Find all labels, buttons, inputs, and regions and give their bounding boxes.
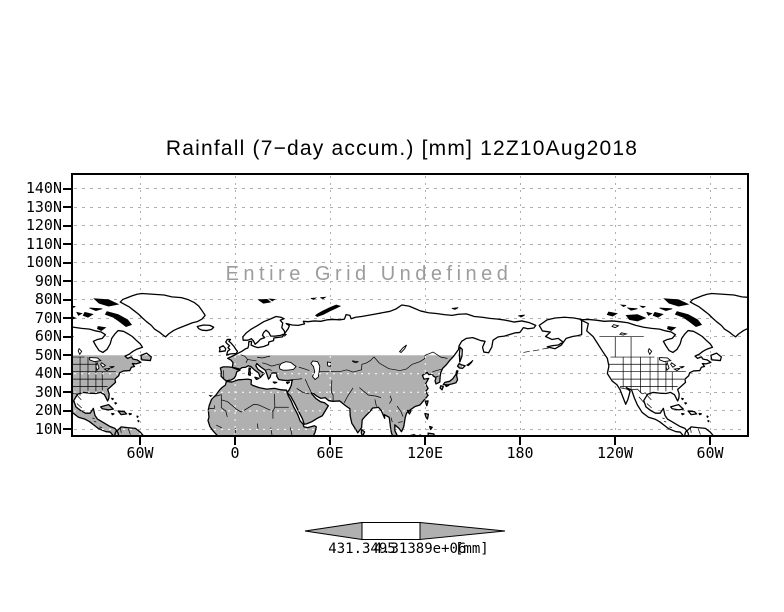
colorbar-units: [mm] — [455, 541, 489, 557]
lon-tick — [234, 437, 236, 445]
lat-tick-label: 40N — [34, 364, 62, 383]
lon-tick-label: 120E — [406, 444, 444, 462]
colorbar-right-arrow — [419, 521, 506, 541]
colorbar-left-value: 431.3495 — [328, 541, 396, 557]
lon-tick — [139, 437, 141, 445]
lon-tick — [329, 437, 331, 445]
lat-tick-label: 130N — [25, 197, 62, 216]
colorbar-box — [361, 522, 421, 540]
lon-tick-label: 60W — [696, 444, 724, 462]
lat-tick — [63, 317, 72, 320]
lat-gridline — [74, 299, 746, 301]
lon-tick — [614, 437, 616, 445]
lat-gridline — [74, 206, 746, 208]
lat-tick — [63, 261, 72, 264]
lat-gridline — [74, 225, 746, 227]
lat-tick — [63, 409, 72, 412]
lon-gridline — [234, 176, 236, 435]
lon-tick-label: 60E — [316, 444, 344, 462]
plot-title: Rainfall (7−day accum.) [mm] 12Z10Aug201… — [165, 137, 639, 160]
lat-tick-label: 70N — [34, 308, 62, 327]
lat-tick — [63, 372, 72, 375]
lon-gridline — [329, 176, 331, 435]
lat-tick-label: 50N — [34, 345, 62, 364]
undefined-grid-message: Entire Grid Undefined — [225, 263, 513, 285]
lon-tick-label: 0 — [230, 444, 240, 462]
lon-tick — [424, 437, 426, 445]
lat-tick — [63, 243, 72, 246]
colorbar — [304, 521, 506, 541]
lat-tick — [63, 206, 72, 209]
lon-tick — [709, 437, 711, 445]
lat-gridline — [74, 188, 746, 189]
lat-tick-label: 100N — [25, 253, 62, 272]
lat-tick — [63, 428, 72, 431]
colorbar-right-value: 4.31389e+06 — [373, 541, 467, 557]
lon-tick-label: 180 — [506, 444, 534, 462]
lat-tick-label: 120N — [25, 216, 62, 235]
lon-tick-label: 120W — [596, 444, 634, 462]
lat-tick — [63, 354, 72, 357]
lon-gridline — [519, 176, 521, 435]
lat-gridline — [74, 428, 746, 430]
lat-tick — [63, 280, 72, 283]
lat-tick — [63, 391, 72, 394]
lon-gridline — [424, 176, 426, 435]
lat-tick-label: 80N — [34, 290, 62, 309]
lat-tick-label: 60N — [34, 327, 62, 346]
world-map — [72, 292, 748, 437]
lat-gridline — [74, 280, 746, 282]
lat-tick-label: 20N — [34, 401, 62, 420]
lat-tick-label: 30N — [34, 382, 62, 401]
lat-tick-label: 90N — [34, 271, 62, 290]
colorbar-left-arrow — [304, 521, 363, 541]
lon-tick-label: 60W — [126, 444, 154, 462]
lat-tick-label: 10N — [34, 419, 62, 438]
lat-tick — [63, 224, 72, 227]
lat-tick-label: 140N — [25, 179, 62, 197]
lat-tick — [63, 187, 72, 190]
lon-gridline — [614, 176, 616, 435]
lat-tick — [63, 298, 72, 301]
lon-tick — [519, 437, 521, 445]
lat-gridline — [74, 243, 746, 245]
lat-tick-label: 110N — [25, 234, 62, 253]
lat-gridline — [74, 262, 746, 264]
lat-tick — [63, 335, 72, 338]
